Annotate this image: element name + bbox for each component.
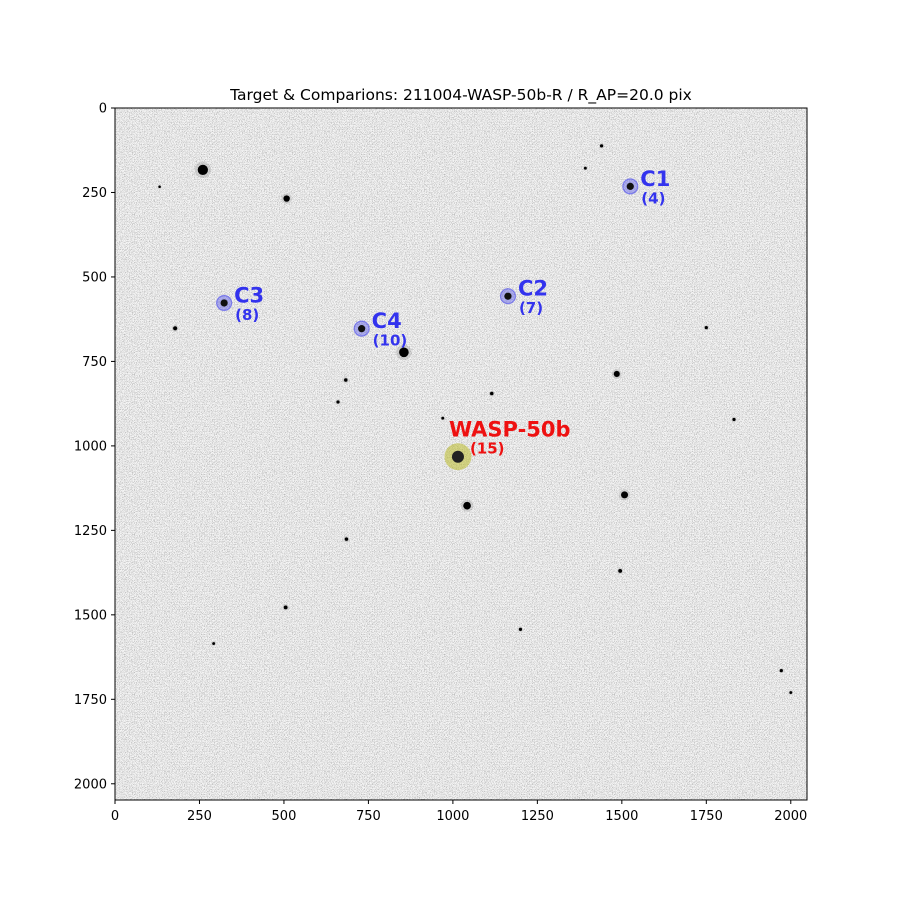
field-star <box>441 416 445 420</box>
field-star <box>463 501 471 510</box>
field-star <box>704 326 708 330</box>
field-star <box>173 326 178 331</box>
field-star <box>599 144 604 148</box>
plot-area <box>115 108 807 800</box>
x-tick-label: 1250 <box>521 809 554 824</box>
field-star <box>489 391 494 396</box>
comparison-star <box>358 325 366 333</box>
field-star <box>344 378 348 382</box>
field-star <box>344 537 349 541</box>
star-labels: C1(4) C2(7) C3(8) C4(10) WASP-50b(15) <box>234 167 670 458</box>
target-index: (15) <box>470 440 505 458</box>
x-tick-label: 750 <box>356 809 381 824</box>
comparison-star <box>504 292 512 300</box>
field-star <box>732 417 736 422</box>
apertures <box>216 178 639 471</box>
y-tick-label: 1500 <box>74 608 107 623</box>
comparison-label: C1 <box>640 167 670 191</box>
x-tick-label: 500 <box>272 809 297 824</box>
field-star <box>336 400 340 404</box>
field-star <box>618 568 623 573</box>
field-star <box>621 491 629 499</box>
x-tick-label: 0 <box>111 809 119 824</box>
comparison-star <box>626 182 634 190</box>
y-tick-label: 250 <box>82 186 107 201</box>
chart-title: Target & Comparions: 211004-WASP-50b-R /… <box>229 86 692 105</box>
y-tick-label: 0 <box>99 102 107 117</box>
field-star <box>283 605 288 610</box>
comparison-index: (7) <box>519 299 543 317</box>
field-star <box>613 370 620 377</box>
comparison-label: C4 <box>372 309 402 333</box>
comparison-label: C2 <box>518 277 548 301</box>
x-tick-label: 1500 <box>605 809 638 824</box>
x-tick-label: 2000 <box>774 809 807 824</box>
target-star <box>451 450 464 463</box>
comparison-label: C3 <box>234 283 264 307</box>
target-label: WASP-50b <box>449 418 571 442</box>
comparison-index: (4) <box>641 189 665 207</box>
field-star <box>518 627 523 631</box>
comparison-index: (8) <box>235 306 259 324</box>
field-star <box>789 691 793 694</box>
field-star <box>779 668 783 673</box>
comparison-star <box>220 299 228 307</box>
field-star <box>158 185 161 189</box>
y-tick-label: 750 <box>82 355 107 370</box>
x-tick-label: 1750 <box>690 809 723 824</box>
field-star <box>283 195 290 202</box>
y-axis: 0 250 500 750 1000 1250 1500 1750 2000 <box>74 102 115 792</box>
field-star <box>399 347 409 358</box>
field-stars <box>157 143 794 695</box>
y-tick-label: 1750 <box>74 693 107 708</box>
field-star <box>583 166 587 170</box>
plot-frame <box>114 107 808 801</box>
field-star <box>212 642 216 645</box>
x-tick-label: 1000 <box>436 809 469 824</box>
x-tick-label: 250 <box>187 809 212 824</box>
y-tick-label: 500 <box>82 270 107 285</box>
y-tick-label: 2000 <box>74 777 107 792</box>
comparison-index: (10) <box>373 332 408 350</box>
x-axis: 0 250 500 750 1000 1250 1500 1750 2000 <box>111 800 807 824</box>
y-tick-label: 1250 <box>74 524 107 539</box>
field-star <box>197 164 208 175</box>
y-tick-label: 1000 <box>74 439 107 454</box>
